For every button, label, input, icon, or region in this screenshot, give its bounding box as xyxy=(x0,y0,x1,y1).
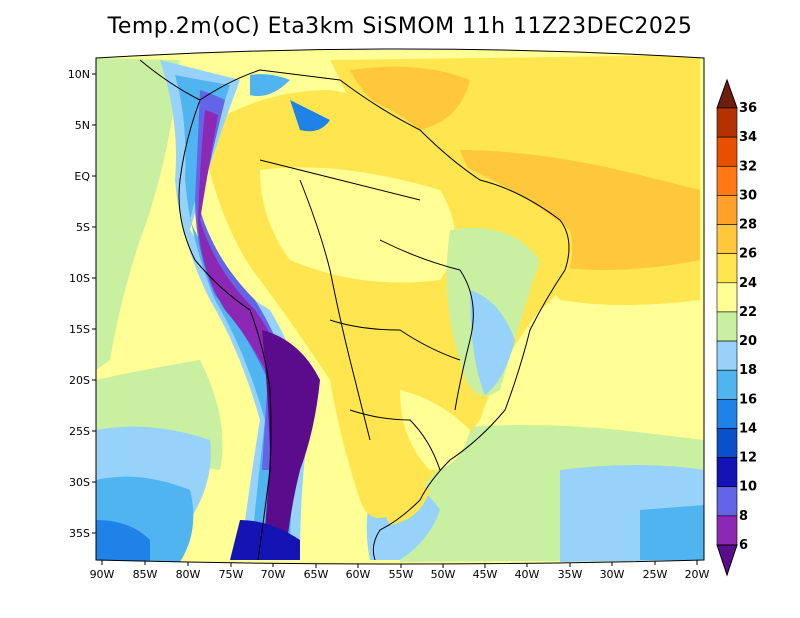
lat-label: 10S xyxy=(69,272,90,285)
lon-label: 65W xyxy=(304,568,329,581)
lon-label: 35W xyxy=(558,568,583,581)
lon-label: 85W xyxy=(133,568,158,581)
colorbar-top-arrow xyxy=(716,78,738,109)
colorbar-label: 14 xyxy=(739,421,757,436)
lat-label: 35S xyxy=(69,527,90,540)
lat-label: EQ xyxy=(74,170,90,183)
lat-label: 20S xyxy=(69,374,90,387)
lon-label: 60W xyxy=(346,568,371,581)
colorbar-swatch xyxy=(716,224,738,254)
colorbar-swatch xyxy=(716,107,738,138)
lon-label: 80W xyxy=(176,568,201,581)
colorbar-swatch xyxy=(716,165,738,196)
lat-label: 25S xyxy=(69,425,90,438)
colorbar-label: 12 xyxy=(739,451,757,466)
lon-label: 55W xyxy=(389,568,414,581)
lat-label: 15S xyxy=(69,323,90,336)
lon-label: 90W xyxy=(90,568,115,581)
colorbar-swatch xyxy=(716,253,738,284)
colorbar-bottom-arrow xyxy=(716,544,738,577)
colorbar-label: 24 xyxy=(739,276,757,291)
colorbar-swatch xyxy=(716,399,738,429)
lon-label: 30W xyxy=(600,568,625,581)
colorbar-label: 22 xyxy=(739,305,757,320)
temperature-field xyxy=(96,50,704,564)
lon-axis: 90W 85W 80W 75W 70W 65W 60W 55W 50W 45W … xyxy=(90,560,710,581)
lon-label: 70W xyxy=(261,568,286,581)
coastlines xyxy=(139,59,570,561)
lon-label: 75W xyxy=(219,568,244,581)
colorbar-label: 28 xyxy=(739,218,757,233)
lat-label: 10N xyxy=(68,68,90,81)
colorbar-label: 16 xyxy=(739,392,757,407)
colorbar-label: 36 xyxy=(739,101,757,116)
colorbar-swatch xyxy=(716,369,738,400)
colorbar-swatch xyxy=(716,428,738,458)
colorbar: 36 34 32 30 28 26 24 22 20 18 16 14 12 10 8 6 xyxy=(716,78,757,577)
colorbar-label: 26 xyxy=(739,247,757,262)
lat-label: 5N xyxy=(75,119,90,132)
colorbar-swatch xyxy=(716,195,738,225)
lon-label: 25W xyxy=(643,568,668,581)
colorbar-label: 20 xyxy=(739,334,757,349)
lon-label: 45W xyxy=(473,568,498,581)
colorbar-label: 32 xyxy=(739,159,757,174)
colorbar-label: 6 xyxy=(739,538,748,553)
colorbar-label: 10 xyxy=(739,480,757,495)
colorbar-swatch xyxy=(716,457,738,488)
lat-label: 5S xyxy=(76,221,90,234)
colorbar-swatch xyxy=(716,486,738,517)
map-title: Temp.2m(oC) Eta3km SiSMOM 11h 11Z23DEC20… xyxy=(107,14,693,39)
colorbar-label: 18 xyxy=(739,363,757,378)
lat-axis: 10N 5N EQ 5S 10S 15S 20S 25S 30S 35S xyxy=(68,68,96,540)
colorbar-label: 8 xyxy=(739,509,748,524)
lat-label: 30S xyxy=(69,476,90,489)
colorbar-swatch xyxy=(716,515,738,546)
colorbar-swatch xyxy=(716,282,738,313)
colorbar-label: 30 xyxy=(739,188,757,203)
colorbar-swatch xyxy=(716,311,738,342)
lon-label: 20W xyxy=(685,568,710,581)
lon-label: 50W xyxy=(431,568,456,581)
colorbar-label: 34 xyxy=(739,130,757,145)
colorbar-swatch xyxy=(716,136,738,167)
colorbar-swatch xyxy=(716,340,738,371)
lon-label: 40W xyxy=(515,568,540,581)
